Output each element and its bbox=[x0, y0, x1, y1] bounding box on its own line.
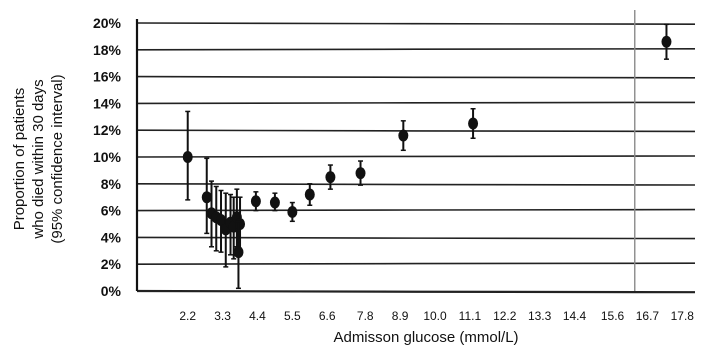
data-point-14 bbox=[287, 201, 298, 223]
x-tick-label: 13.3 bbox=[528, 309, 552, 323]
data-point-12 bbox=[250, 191, 261, 212]
data-point-11 bbox=[233, 220, 244, 290]
y-tick-label: 16% bbox=[93, 69, 122, 85]
x-tick-label: 8.9 bbox=[392, 309, 409, 323]
y-axis-title: Proportion of patients who died within 3… bbox=[11, 74, 66, 243]
data-point-18 bbox=[398, 120, 409, 152]
point-marker bbox=[287, 205, 298, 218]
point-marker bbox=[325, 171, 336, 184]
x-tick-label: 12.2 bbox=[493, 309, 517, 323]
y-axis-title-line-3: (95% confidence interval) bbox=[49, 74, 66, 243]
point-marker bbox=[235, 218, 246, 230]
gridline-y-2pct bbox=[136, 262, 696, 265]
data-point-layer bbox=[182, 23, 672, 290]
gridline-y-8pct bbox=[136, 183, 696, 186]
point-marker bbox=[355, 167, 366, 180]
x-tick-label: 10.0 bbox=[423, 309, 447, 323]
point-marker bbox=[182, 151, 193, 163]
point-marker bbox=[398, 129, 409, 142]
point-marker bbox=[661, 35, 672, 48]
gridline-y-10pct bbox=[136, 155, 696, 158]
y-axis-title-line-2: who died within 30 days bbox=[30, 79, 47, 239]
x-tick-label: 17.8 bbox=[671, 309, 695, 323]
point-marker bbox=[233, 246, 244, 259]
data-point-1 bbox=[182, 110, 193, 201]
point-marker bbox=[201, 191, 212, 204]
x-tick-label: 5.5 bbox=[284, 309, 301, 323]
y-tick-label: 12% bbox=[93, 122, 122, 138]
data-point-20 bbox=[661, 23, 672, 60]
gridline-y-0pct bbox=[136, 289, 696, 294]
x-tick-label: 2.2 bbox=[179, 309, 196, 323]
x-tick-label-layer: 2.2 3.3 4.4 5.5 6.6 7.8 8.9 10.0 11.1 12.2 13.3 14.… bbox=[179, 309, 694, 323]
data-point-16 bbox=[325, 164, 336, 190]
data-point-2 bbox=[201, 157, 212, 235]
y-tick-label-layer: 0% 2% 4% 6% 8% 10% 12% 14% 16% 18% 20% bbox=[93, 15, 122, 299]
gridline-y-20pct bbox=[136, 22, 696, 25]
x-axis-title: Admisson glucose (mmol/L) bbox=[333, 329, 518, 346]
y-tick-label: 0% bbox=[101, 283, 122, 299]
gridline-y-16pct bbox=[136, 75, 696, 79]
x-tick-label: 11.1 bbox=[459, 309, 482, 323]
y-tick-label: 4% bbox=[101, 229, 122, 245]
x-tick-label: 14.4 bbox=[563, 309, 587, 323]
data-point-15 bbox=[304, 183, 315, 206]
y-tick-label: 2% bbox=[101, 256, 122, 272]
x-tick-label: 7.8 bbox=[357, 309, 374, 323]
y-tick-label: 14% bbox=[93, 95, 122, 111]
point-marker bbox=[304, 188, 315, 201]
gridline-y-18pct bbox=[136, 48, 696, 51]
point-marker bbox=[468, 117, 479, 130]
y-tick-label: 18% bbox=[93, 42, 122, 58]
data-point-17 bbox=[355, 160, 366, 186]
x-tick-label: 6.6 bbox=[319, 309, 336, 323]
x-tick-label: 15.6 bbox=[601, 309, 625, 323]
gridline-y-14pct bbox=[136, 101, 696, 105]
data-point-5 bbox=[216, 189, 227, 253]
data-point-13 bbox=[269, 192, 280, 212]
gridline-y-12pct bbox=[136, 129, 696, 133]
point-marker bbox=[250, 195, 261, 208]
y-tick-label: 10% bbox=[93, 149, 122, 165]
data-point-19 bbox=[468, 108, 479, 139]
x-tick-label: 16.7 bbox=[636, 309, 660, 323]
x-tick-label: 4.4 bbox=[249, 309, 266, 323]
y-axis-title-line-1: Proportion of patients bbox=[11, 88, 28, 231]
x-tick-label: 3.3 bbox=[214, 309, 231, 323]
y-tick-label: 20% bbox=[93, 15, 122, 31]
y-tick-label: 6% bbox=[101, 203, 122, 219]
y-tick-label: 8% bbox=[101, 176, 122, 192]
point-marker bbox=[216, 213, 227, 226]
point-marker bbox=[269, 196, 280, 209]
